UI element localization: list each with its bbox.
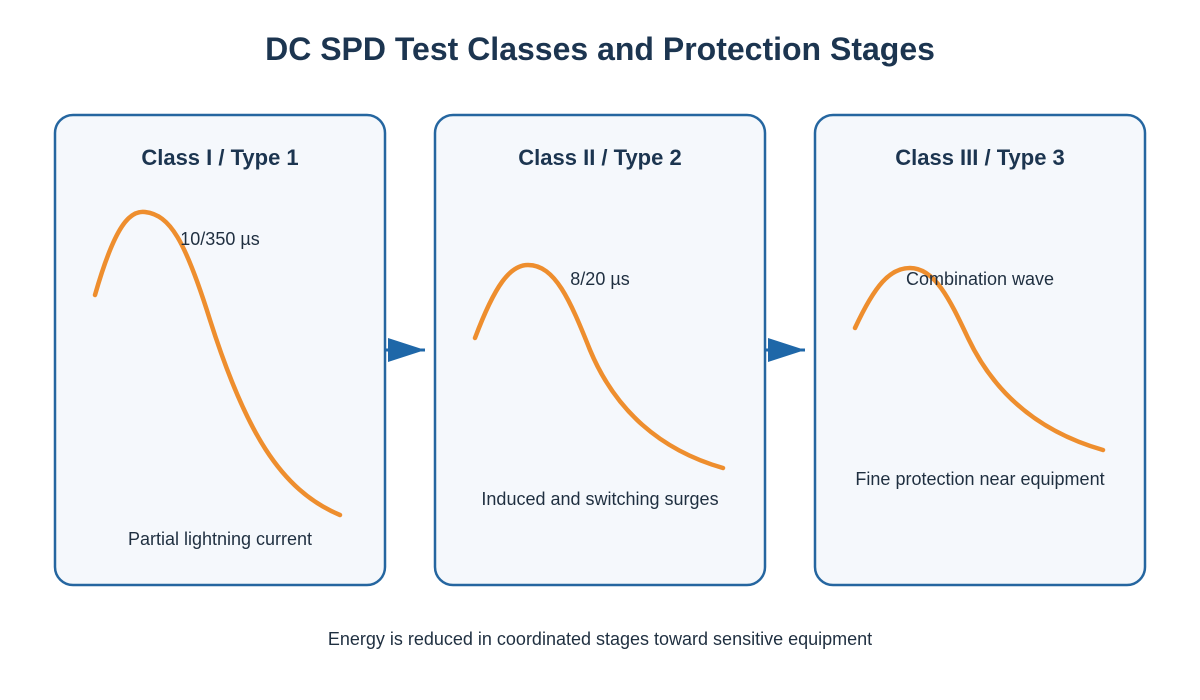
panel-class-3-description: Fine protection near equipment: [855, 469, 1104, 489]
panel-class-2-description: Induced and switching surges: [481, 489, 718, 509]
waveform-8-20-curve: [472, 262, 726, 471]
panel-class-1-title: Class I / Type 1: [141, 145, 298, 170]
panel-class-1-waveform-label: 10/350 µs: [180, 229, 259, 249]
panel-class-3-box: [813, 113, 1147, 587]
panel-class-2-title: Class II / Type 2: [518, 145, 681, 170]
diagram-title: DC SPD Test Classes and Protection Stage…: [265, 31, 935, 67]
arrow-right-icon: [768, 338, 805, 362]
waveform-10-350-curve: [92, 209, 343, 518]
panel-class-3: Class III / Type 3 Combination wave Fine…: [813, 113, 1147, 587]
panel-class-3-waveform-label: Combination wave: [906, 269, 1054, 289]
panel-class-1-description: Partial lightning current: [128, 529, 312, 549]
stage-arrow-1: [385, 338, 425, 362]
waveform-combination-curve: [852, 265, 1106, 453]
arrow-right-icon: [388, 338, 425, 362]
panel-class-2-waveform-label: 8/20 µs: [570, 269, 629, 289]
stage-arrow-2: [765, 338, 805, 362]
footer-caption: Energy is reduced in coordinated stages …: [328, 629, 872, 649]
panel-class-2: Class II / Type 2 8/20 µs Induced and sw…: [433, 113, 767, 587]
panel-class-1: Class I / Type 1 10/350 µs Partial light…: [53, 113, 387, 587]
panel-class-3-title: Class III / Type 3: [895, 145, 1065, 170]
panel-class-2-box: [433, 113, 767, 587]
